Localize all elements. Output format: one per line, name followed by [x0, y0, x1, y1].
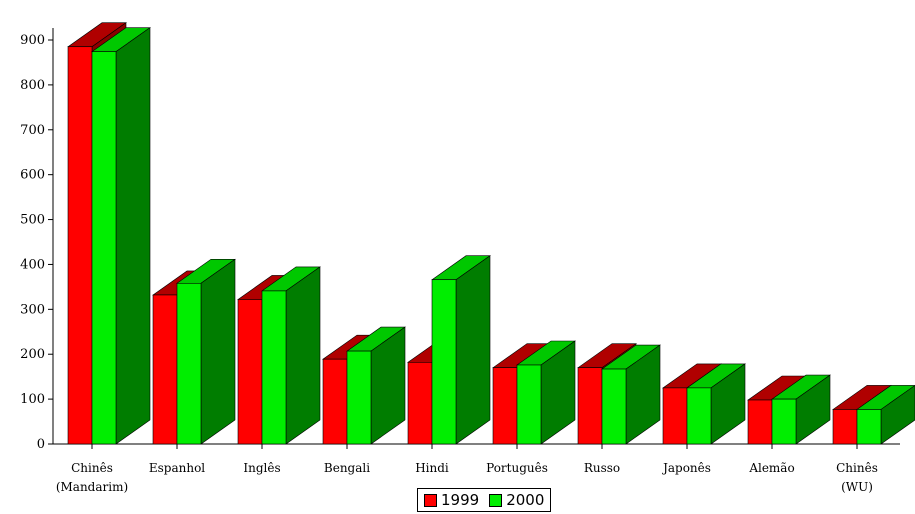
- category-label-line: Inglês: [243, 461, 280, 475]
- category-label: Hindi: [415, 461, 449, 475]
- bar-side-2000: [115, 27, 151, 445]
- bar-1999: [322, 358, 348, 445]
- bar-1999: [747, 399, 773, 445]
- category-label: Português: [486, 461, 548, 475]
- y-tick-label: 500: [20, 213, 45, 228]
- category-label-line: Russo: [584, 461, 620, 475]
- y-tick-label: 0: [37, 437, 45, 452]
- category-label: Japonês: [661, 461, 711, 475]
- category-label: Chinês (Mandarim): [56, 461, 128, 494]
- bar-2000: [91, 51, 117, 445]
- category-label-line: Espanhol: [149, 461, 205, 475]
- bar-2000: [771, 398, 797, 445]
- y-tick-label: 300: [20, 302, 45, 317]
- legend-item-2000: 2000: [489, 491, 544, 509]
- legend-label-1999: 1999: [441, 491, 480, 509]
- category-label: Alemão: [748, 461, 794, 475]
- category-label-line: Chinês: [71, 461, 113, 475]
- category-label-line: (WU): [841, 480, 873, 494]
- y-tick-label: 400: [20, 257, 45, 272]
- bar-2000: [346, 350, 372, 445]
- category-label: Espanhol: [149, 461, 205, 475]
- y-tick-label: 900: [20, 33, 45, 48]
- y-tick-label: 700: [20, 123, 45, 138]
- category-labels: Chinês (Mandarim) Espanhol Inglês Bengali Hin…: [56, 461, 878, 494]
- category-label-line: (Mandarim): [56, 480, 128, 494]
- bar-2000: [261, 290, 287, 445]
- bar-2000: [856, 409, 882, 445]
- bars: [67, 22, 915, 445]
- category-label: Bengali: [324, 461, 370, 475]
- y-tick-label: 600: [20, 168, 45, 183]
- bar-2000: [516, 364, 542, 445]
- bar-2000: [686, 387, 712, 445]
- category-label-line: Bengali: [324, 461, 370, 475]
- bar-1999: [67, 46, 93, 445]
- category-label-line: Hindi: [415, 461, 449, 475]
- category-label-line: Português: [486, 461, 548, 475]
- category-label: Chinês (WU): [836, 461, 878, 494]
- legend-swatch-2000: [489, 493, 503, 507]
- bar-1999: [237, 299, 263, 445]
- legend-label-2000: 2000: [506, 491, 545, 509]
- legend: 1999 2000: [417, 488, 552, 512]
- bar-2000: [176, 282, 202, 445]
- y-tick-label: 800: [20, 78, 45, 93]
- bar-1999: [832, 409, 858, 445]
- legend-swatch-1999: [424, 493, 437, 507]
- category-label-line: Alemão: [748, 461, 794, 475]
- bar-1999: [577, 367, 603, 445]
- legend-item-1999: 1999: [424, 491, 479, 509]
- bar-side-2000: [285, 266, 321, 445]
- category-label-line: Chinês: [836, 461, 878, 475]
- bar-1999: [662, 387, 688, 445]
- bar-side-2000: [455, 255, 491, 445]
- category-label-line: Japonês: [661, 461, 711, 475]
- bar-1999: [407, 362, 433, 445]
- bar-1999: [492, 367, 518, 445]
- bar-2000: [431, 279, 457, 445]
- category-label: Inglês: [243, 461, 280, 475]
- bar-1999: [152, 294, 178, 445]
- y-tick-label: 100: [20, 392, 45, 407]
- y-tick-label: 200: [20, 347, 45, 362]
- bar-side-2000: [200, 258, 236, 445]
- bar-2000: [601, 368, 627, 445]
- category-label: Russo: [584, 461, 620, 475]
